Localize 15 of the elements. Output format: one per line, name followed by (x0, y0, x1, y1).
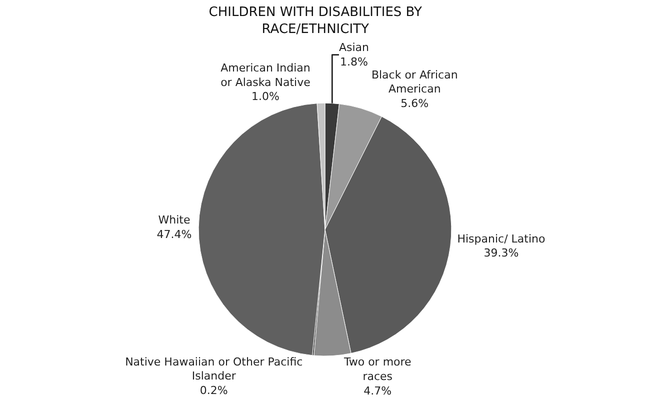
data-label: 47.4% (156, 228, 192, 241)
slice-label: Asian (338, 41, 370, 54)
data-label: 39.3% (484, 246, 519, 260)
data-label: 1.8% (340, 55, 368, 68)
slice-label: Native Hawaiian or Other Pacific Islander (125, 355, 303, 383)
slice-label: Hispanic/ Latino (457, 232, 546, 246)
data-label: 0.2% (200, 384, 228, 397)
slice-label: Black or African American (371, 68, 458, 96)
data-label: 4.7% (364, 384, 392, 398)
data-label: 5.6% (400, 97, 429, 110)
slice-label: White (158, 214, 190, 227)
chart-title: CHILDREN WITH DISABILITIES BY RACE/ETHNICITY (208, 5, 422, 37)
slice-label: American Indian or Alaska Native (220, 62, 311, 89)
data-label: 1.0% (252, 90, 280, 104)
slice-label: Two or more races (342, 356, 412, 383)
